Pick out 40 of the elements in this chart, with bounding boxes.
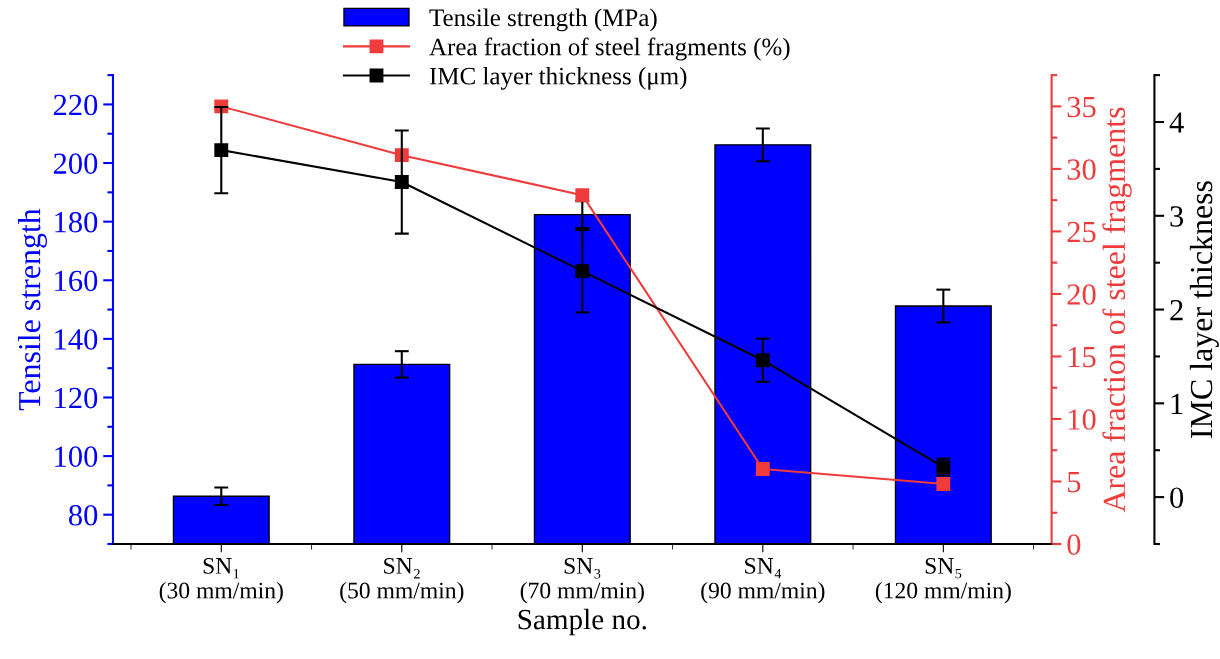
- point: [575, 188, 590, 203]
- y2-tick-label: 35: [1067, 96, 1096, 118]
- y3-tick-label: 2: [1170, 299, 1183, 321]
- legend-label: Tensile strength (MPa): [429, 8, 657, 32]
- y-axis-title: Tensile strength: [17, 208, 47, 411]
- y3-tick-label: 0: [1170, 487, 1184, 509]
- y3-axis-title: IMC layer thickness: [1189, 181, 1219, 438]
- x-tick-label: SN₂ (50 mm/min): [340, 557, 464, 604]
- x-axis-title: Sample no.: [518, 608, 646, 636]
- point: [755, 462, 770, 476]
- x-tick-label: SN₁ (30 mm/min): [159, 557, 283, 604]
- y-tick-label: 220: [53, 94, 98, 116]
- y2-tick-label: 30: [1067, 159, 1096, 180]
- y-tick-label: 160: [55, 270, 98, 292]
- y2-tick-label: 0: [1067, 534, 1081, 555]
- y-tick-label: 200: [53, 153, 98, 174]
- y3-tick-label: 4: [1169, 112, 1184, 133]
- x-tick-label: SN₄ (90 mm/min): [701, 557, 825, 604]
- point: [214, 143, 229, 158]
- point: [755, 353, 770, 368]
- y-tick-label: 120: [55, 387, 98, 409]
- y3-tick-label: 3: [1170, 206, 1184, 227]
- y2-tick-label: 10: [1068, 409, 1096, 430]
- y3-tick-label: 1: [1171, 393, 1183, 414]
- point: [394, 175, 409, 189]
- legend-label: Area fraction of steel fragments (%): [429, 37, 790, 61]
- y-tick-label: 140: [55, 329, 98, 350]
- y2-tick-label: 20: [1067, 284, 1096, 305]
- legend-label: IMC layer thickness (μm): [429, 66, 687, 90]
- x-tick-label: SN₅ (120 mm/min): [875, 557, 1011, 604]
- y2-tick-label: 15: [1068, 346, 1096, 368]
- x-tick-label: SN₃ (70 mm/min): [520, 557, 644, 604]
- y2-tick-label: 5: [1068, 472, 1081, 493]
- y2-tick-label: 25: [1067, 221, 1096, 243]
- y2-axis-title: Area fraction of steel fragments: [1102, 107, 1132, 513]
- y-tick-label: 80: [69, 504, 98, 526]
- point: [575, 264, 590, 279]
- point: [936, 477, 951, 491]
- y-tick-label: 100: [55, 446, 98, 467]
- y-tick-label: 180: [55, 211, 98, 233]
